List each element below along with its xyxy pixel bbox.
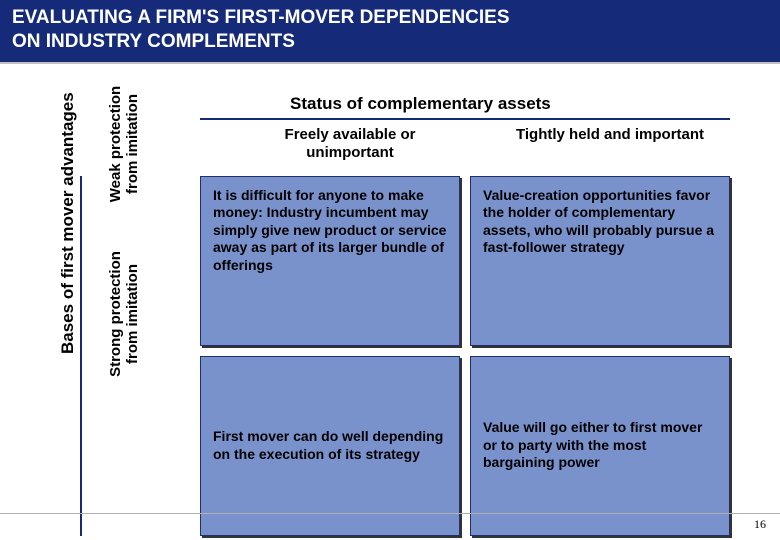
- column-header-left: Freely available or unimportant: [250, 126, 450, 162]
- title-line2: ON INDUSTRY COMPLEMENTS: [12, 31, 295, 52]
- row-bottom-line1: Strong protection: [107, 251, 124, 377]
- row-header-bottom: Strong protection from imitation: [108, 224, 141, 404]
- title-line1: EVALUATING A FIRM'S FIRST-MOVER DEPENDEN…: [12, 7, 510, 28]
- matrix-cell-top-right: Value-creation opportunities favor the h…: [470, 176, 730, 346]
- row-bottom-line2: from imitation: [125, 224, 142, 404]
- slide-title: EVALUATING A FIRM'S FIRST-MOVER DEPENDEN…: [12, 6, 768, 54]
- matrix-cell-bottom-left: First mover can do well depending on the…: [200, 356, 460, 536]
- page-number: 16: [754, 517, 766, 532]
- row-axis-rule: [80, 176, 82, 536]
- column-header-right: Tightly held and important: [510, 126, 710, 144]
- column-axis-title: Status of complementary assets: [290, 94, 551, 114]
- cell-bl-text: First mover can do well depending on the…: [213, 428, 447, 463]
- row-top-line2: from imitation: [125, 64, 142, 224]
- content-area: Status of complementary assets Freely av…: [0, 64, 780, 104]
- footer-rule: [0, 513, 780, 514]
- matrix-cell-bottom-right: Value will go either to first mover or t…: [470, 356, 730, 536]
- row-axis-title: Bases of first mover advantages: [58, 92, 78, 354]
- row-header-top: Weak protection from imitation: [108, 64, 141, 224]
- row-top-line1: Weak protection: [107, 85, 124, 201]
- matrix-cell-top-left: It is difficult for anyone to make money…: [200, 176, 460, 346]
- title-bar: EVALUATING A FIRM'S FIRST-MOVER DEPENDEN…: [0, 0, 780, 64]
- cell-br-text: Value will go either to first mover or t…: [483, 419, 717, 472]
- column-axis-rule: [200, 118, 730, 120]
